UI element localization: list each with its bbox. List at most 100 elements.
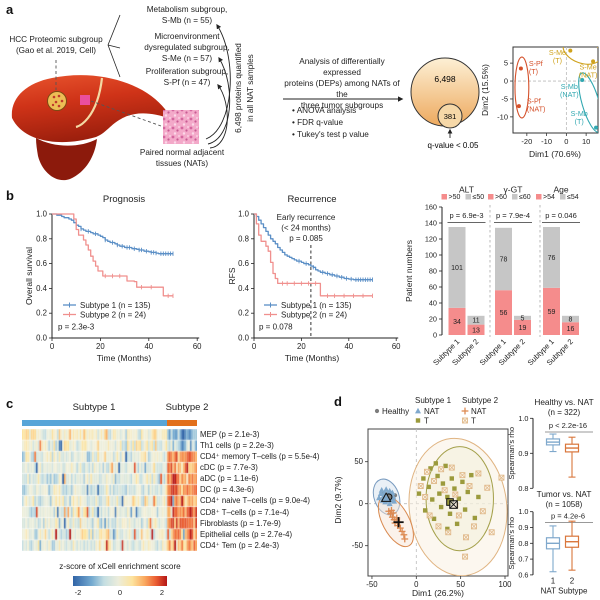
xcell-heatmap-canvas [22,429,197,551]
y-axis-label: Spearman's rho [507,427,516,480]
marker-crossbox [438,466,444,473]
venn-inner-count: 381 [444,112,457,121]
legend-swatch-high [441,194,447,200]
subtype-pca-chart: S-Pf(T)S-Pf(NAT)S-Me(T)S-Me(NAT)S-Mb(NAT… [480,46,599,159]
marker-square [437,491,442,496]
legend-swatch-high [536,194,542,200]
x-tick-label: 20 [297,342,306,351]
colorbar-tick-2: 2 [159,588,165,597]
point-label: (T) [575,117,584,126]
y-tick-label: 0.8 [36,234,47,243]
heatmap-row-label: aDC (p = 1.1e-6) [200,474,259,484]
legend-label-low: ≤50 [473,194,485,201]
heatmap-row-label: cDC (p = 7.7e-3) [200,463,258,473]
bar-value-low: 101 [451,265,463,272]
bar-segment-low [495,227,512,291]
y-tick-label: 0.9 [518,449,528,458]
marker-square [447,511,453,516]
x-tick-label: 40 [144,342,153,351]
y-tick-label: 0.0 [36,334,48,343]
marker-triangle [380,491,392,502]
proteins-quantified-note: 6,498 proteins quantified in all NAT sam… [234,43,255,133]
tumor-dots [51,94,64,108]
marker-triangle [415,407,421,414]
x-axis-label: Dim1 (70.6%) [529,149,581,159]
legend-label: Subtype 1 (n = 135) [80,301,151,310]
marker-crossbox [435,523,442,530]
chart-title: Recurrence [287,194,336,205]
marker-crossbox [426,512,433,519]
bar-segment-high [514,319,531,335]
marker-crossbox [448,464,455,471]
x-tick-label: 0 [564,137,568,146]
x-tick-label: 10 [582,137,590,146]
x-tick-label: 20 [96,342,105,351]
y-tick-label: 0.9 [518,523,528,532]
subtype1-group-bar [22,420,168,426]
x-tick-label: 0 [414,580,419,589]
marker-square [445,494,450,500]
km-curve [254,213,373,281]
heatmap-row-label: DC (p = 4.3e-6) [200,485,254,495]
legend-label-low: ≤54 [567,194,579,201]
legend-swatch-low [560,194,566,200]
marker-square [430,497,435,502]
marker-square [449,476,454,481]
colorbar-title: z-score of xCell enrichment score [59,562,181,571]
boxplot-title: Tumor vs. NAT [537,489,592,499]
marker-crossbox [488,529,495,536]
bar-segment-high [562,322,579,335]
marker-square [465,489,470,495]
legend-label-high: >50 [449,194,461,201]
bar-segment-low [514,315,531,320]
y-tick-label: 0.8 [518,539,528,548]
heatmap-header-subtype2: Subtype 2 [165,402,209,413]
colorbar-tick-neg2: -2 [74,588,82,597]
bar-value-low: 78 [500,257,508,264]
marker-crossbox [441,487,448,494]
marker-crossbox [484,484,491,491]
x-axis-label: Time (Months) [285,353,340,363]
marker-triangle [391,497,398,504]
subgroup-fork-lines [107,14,121,78]
point-label: S-Me [580,63,597,72]
legend-label-low: ≤60 [519,194,531,201]
data-point [591,59,596,64]
point-label: S-Me [549,48,566,57]
marker-crossbox [462,417,468,424]
marker-square [469,472,474,478]
bar-segment-high [495,290,512,335]
marker-crossbox [498,474,505,481]
cluster-ellipse [514,56,530,119]
data-point [580,77,585,82]
marker-crossbox [417,483,424,489]
y-tick-label: 0.4 [36,284,48,293]
colorbar-tick-0: 0 [117,588,123,597]
p-value-label: p = 4.2e-6 [551,512,585,521]
y-tick-label: 0.6 [518,570,528,579]
x-tick-label: 100 [498,580,512,589]
heatmap-row-label: Epithelial cells (p = 2.7e-4) [200,529,293,539]
marker-triangle [383,486,390,492]
x-tick-label: 60 [193,342,202,351]
hcc-source-line1: HCC Proteomic subgroup [9,35,103,44]
y-tick-label: 0 [359,499,364,508]
marker-square [426,484,431,490]
x-axis-label: Time (Months) [97,353,152,363]
bar-value-high: 34 [453,319,461,326]
box-x-label: 2 [570,577,575,586]
nat-caption: Paired normal adjacent tissues (NATs) [139,148,225,168]
bar-segment-low [562,315,579,323]
heatmap-header-subtype1: Subtype 1 [72,402,116,413]
y-tick-label: 100 [425,251,437,260]
spearman-boxplots: Healthy vs. NAT(n = 322)1.00.90.8Spearma… [507,397,594,596]
bar-value-high: 56 [500,310,508,317]
y-tick-label: -5 [501,94,508,103]
marker-triangle [378,487,385,493]
bar-value-high: 16 [567,326,575,333]
marker-square [416,491,422,496]
km-recurrence-chart: Recurrence 0.0 0.2 0.4 0.6 0.8 1.0 0 20 40 60 Time … [228,194,401,363]
p-value-label: p < 2.2e-16 [549,421,587,430]
y-axis-label: RFS [228,267,237,284]
marker-crossbox [466,483,473,489]
